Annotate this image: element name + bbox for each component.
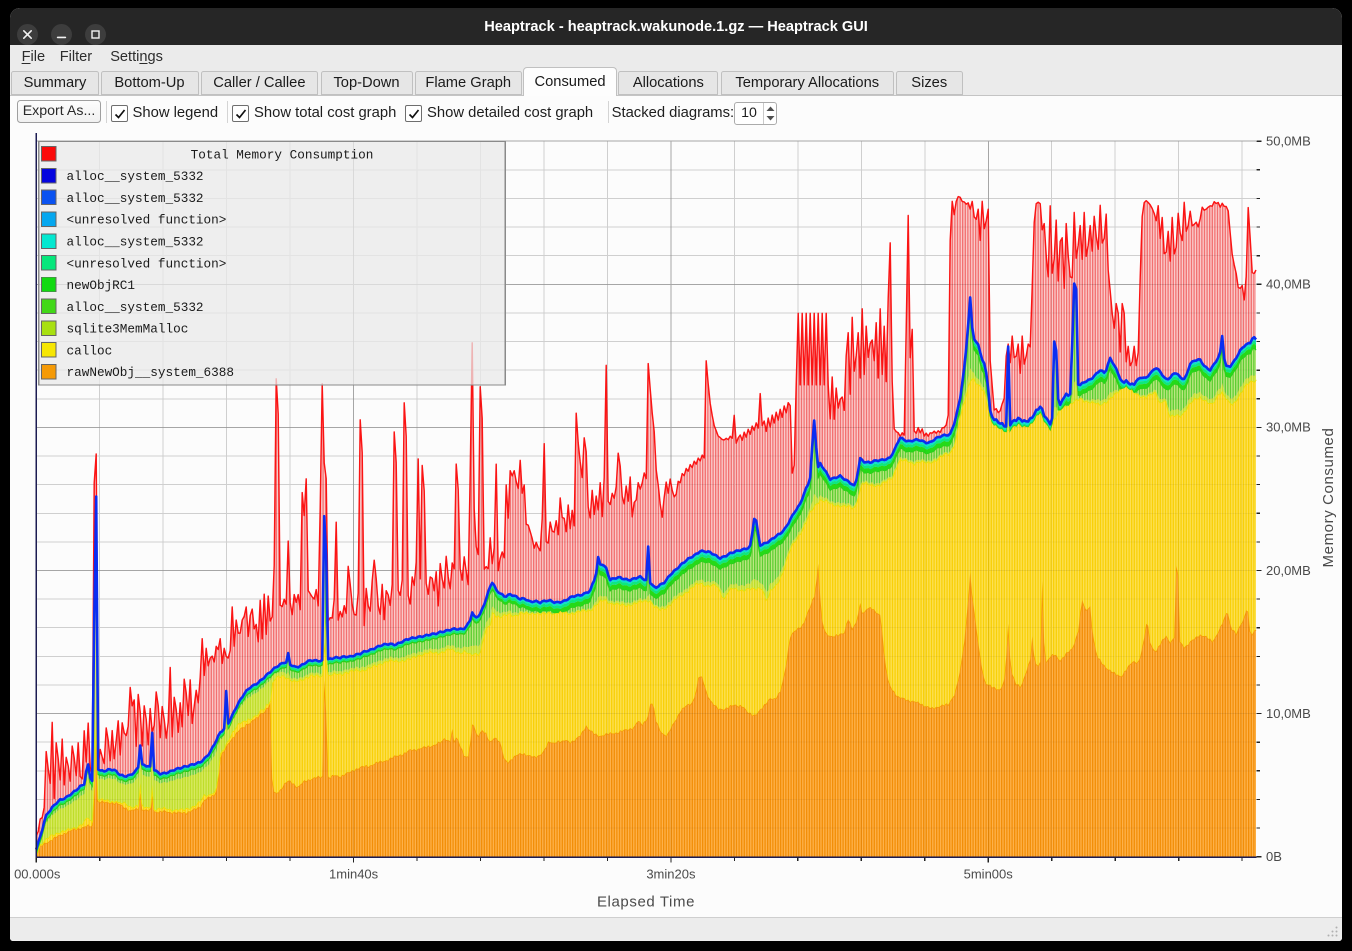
svg-text:3min20s: 3min20s xyxy=(646,867,696,882)
svg-text:Elapsed Time: Elapsed Time xyxy=(597,894,695,911)
svg-text:40,0MB: 40,0MB xyxy=(1266,277,1311,292)
svg-text:rawNewObj__system_6388: rawNewObj__system_6388 xyxy=(67,365,235,380)
svg-text:20,0MB: 20,0MB xyxy=(1266,563,1311,578)
svg-text:Memory Consumed: Memory Consumed xyxy=(1320,428,1337,568)
svg-text:10,0MB: 10,0MB xyxy=(1266,706,1311,721)
svg-text:alloc__system_5332: alloc__system_5332 xyxy=(67,169,204,184)
svg-text:<unresolved function>: <unresolved function> xyxy=(67,213,227,228)
svg-text:0B: 0B xyxy=(1266,849,1282,864)
svg-text:alloc__system_5332: alloc__system_5332 xyxy=(67,191,204,206)
svg-text:5min00s: 5min00s xyxy=(964,867,1014,882)
svg-text:30,0MB: 30,0MB xyxy=(1266,420,1311,435)
svg-text:00.000s: 00.000s xyxy=(14,867,61,882)
svg-text:alloc__system_5332: alloc__system_5332 xyxy=(67,300,204,315)
svg-text:sqlite3MemMalloc: sqlite3MemMalloc xyxy=(67,322,189,337)
svg-text:50,0MB: 50,0MB xyxy=(1266,134,1311,149)
svg-text:1min40s: 1min40s xyxy=(329,867,379,882)
svg-text:calloc: calloc xyxy=(67,343,113,358)
svg-text:alloc__system_5332: alloc__system_5332 xyxy=(67,235,204,250)
svg-text:Total Memory Consumption: Total Memory Consumption xyxy=(191,147,374,162)
svg-text:<unresolved function>: <unresolved function> xyxy=(67,256,227,271)
svg-text:newObjRC1: newObjRC1 xyxy=(67,278,136,293)
